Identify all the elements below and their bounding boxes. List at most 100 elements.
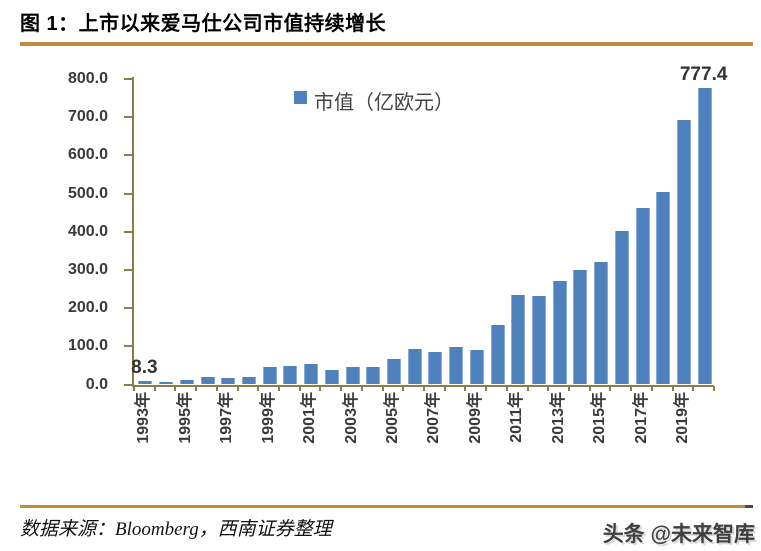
x-axis-tick bbox=[236, 385, 239, 391]
x-axis-label: 2017年 bbox=[632, 392, 650, 444]
watermark: 头条 @未来智库 bbox=[602, 523, 755, 546]
x-axis-tick bbox=[360, 385, 363, 391]
bar-2010 bbox=[490, 324, 505, 385]
y-axis-label: 600.0 bbox=[67, 146, 108, 164]
x-axis-label: 2009年 bbox=[466, 392, 484, 444]
bar-2020 bbox=[697, 87, 712, 385]
chart-legend: 市值（亿欧元） bbox=[294, 86, 454, 115]
x-axis-tick bbox=[381, 385, 384, 391]
bar-1995 bbox=[179, 380, 194, 385]
bar-1999 bbox=[262, 366, 277, 385]
y-axis-label: 700.0 bbox=[67, 108, 108, 126]
figure-title: 图 1：上市以来爱马仕公司市值持续增长 bbox=[20, 13, 387, 35]
bar-2018 bbox=[656, 192, 671, 385]
x-axis-tick bbox=[692, 385, 695, 391]
bar-2004 bbox=[366, 367, 381, 385]
bar-2019 bbox=[676, 120, 691, 385]
bar-value-label: 8.3 bbox=[131, 357, 158, 379]
bar-2000 bbox=[283, 366, 298, 385]
y-axis-label: 400.0 bbox=[67, 222, 108, 240]
x-axis-tick bbox=[485, 385, 488, 391]
legend-swatch-icon bbox=[294, 91, 307, 104]
x-axis-tick bbox=[174, 385, 177, 391]
y-axis-label: 200.0 bbox=[67, 299, 108, 317]
x-axis-label: 1997年 bbox=[218, 392, 236, 444]
x-axis-tick bbox=[505, 385, 508, 391]
x-axis-tick bbox=[215, 385, 218, 391]
x-axis-label: 1995年 bbox=[176, 392, 194, 444]
x-axis-tick bbox=[588, 385, 591, 391]
x-axis-label: 2019年 bbox=[673, 392, 691, 444]
bar-2002 bbox=[324, 369, 339, 385]
bar-2007 bbox=[428, 352, 443, 385]
y-axis-label: 800.0 bbox=[67, 70, 108, 87]
bar-1998 bbox=[241, 377, 256, 385]
x-axis-tick bbox=[133, 385, 135, 391]
x-axis-label: 2003年 bbox=[342, 392, 360, 444]
y-axis-tick bbox=[124, 78, 132, 80]
x-axis-tick bbox=[402, 385, 405, 391]
x-axis-tick bbox=[671, 385, 674, 391]
y-axis-tick bbox=[124, 192, 132, 195]
x-axis-tick bbox=[195, 385, 198, 391]
bar-2009 bbox=[469, 349, 484, 385]
bar-2003 bbox=[345, 366, 360, 385]
y-axis-label: 500.0 bbox=[67, 184, 108, 202]
bar-1996 bbox=[200, 376, 215, 385]
x-axis-label: 1999年 bbox=[259, 392, 277, 444]
x-axis-label: 2011年 bbox=[508, 392, 526, 443]
bar-value-label: 777.4 bbox=[679, 63, 728, 85]
bar-2005 bbox=[386, 358, 401, 385]
y-axis-line bbox=[132, 77, 134, 387]
bar-2011 bbox=[511, 295, 526, 385]
x-axis-tick bbox=[547, 385, 550, 391]
footer-divider bbox=[20, 505, 753, 508]
x-axis-label: 2001年 bbox=[301, 392, 319, 444]
bar-2015 bbox=[594, 262, 609, 385]
bar-2014 bbox=[573, 269, 588, 385]
bar-1993 bbox=[138, 381, 153, 385]
y-axis-tick bbox=[124, 268, 132, 271]
x-axis-label: 2015年 bbox=[591, 392, 609, 444]
y-axis-tick bbox=[124, 383, 132, 386]
x-axis-label: 2005年 bbox=[383, 392, 401, 444]
title-divider bbox=[20, 42, 753, 46]
y-axis-tick bbox=[124, 345, 132, 348]
x-axis-tick bbox=[423, 385, 425, 391]
x-axis-tick bbox=[257, 385, 260, 391]
bar-1997 bbox=[221, 378, 236, 385]
bar-2017 bbox=[635, 207, 650, 385]
x-axis-label: 1993年 bbox=[135, 392, 153, 444]
x-axis-tick bbox=[443, 385, 446, 391]
data-source-note: 数据来源：Bloomberg，西南证券整理 bbox=[20, 519, 332, 540]
x-axis-tick bbox=[630, 385, 633, 391]
x-axis-tick bbox=[713, 385, 715, 391]
y-axis-tick bbox=[124, 307, 132, 310]
bar-2012 bbox=[531, 296, 546, 385]
bar-1994 bbox=[159, 382, 174, 385]
y-axis-tick bbox=[124, 116, 132, 119]
x-axis-tick bbox=[526, 385, 529, 391]
x-axis-label: 2007年 bbox=[425, 392, 443, 444]
x-axis-label: 2013年 bbox=[549, 392, 567, 444]
x-axis-tick bbox=[153, 385, 156, 391]
x-axis-tick bbox=[609, 385, 612, 391]
y-axis-tick bbox=[124, 154, 132, 157]
y-axis-label: 0.0 bbox=[85, 375, 108, 393]
bar-2008 bbox=[449, 347, 464, 385]
bar-2016 bbox=[614, 230, 629, 385]
x-axis-tick bbox=[650, 385, 653, 391]
x-axis-tick bbox=[568, 385, 570, 391]
bar-2006 bbox=[407, 348, 422, 385]
x-axis-tick bbox=[319, 385, 322, 391]
x-axis-tick bbox=[464, 385, 467, 391]
bar-2001 bbox=[304, 363, 319, 385]
footer-divider-cap bbox=[745, 505, 753, 508]
y-axis-tick bbox=[124, 230, 132, 233]
bar-2013 bbox=[552, 281, 567, 385]
x-axis-tick bbox=[340, 385, 343, 391]
x-axis-tick bbox=[278, 385, 280, 391]
x-axis-tick bbox=[298, 385, 301, 391]
